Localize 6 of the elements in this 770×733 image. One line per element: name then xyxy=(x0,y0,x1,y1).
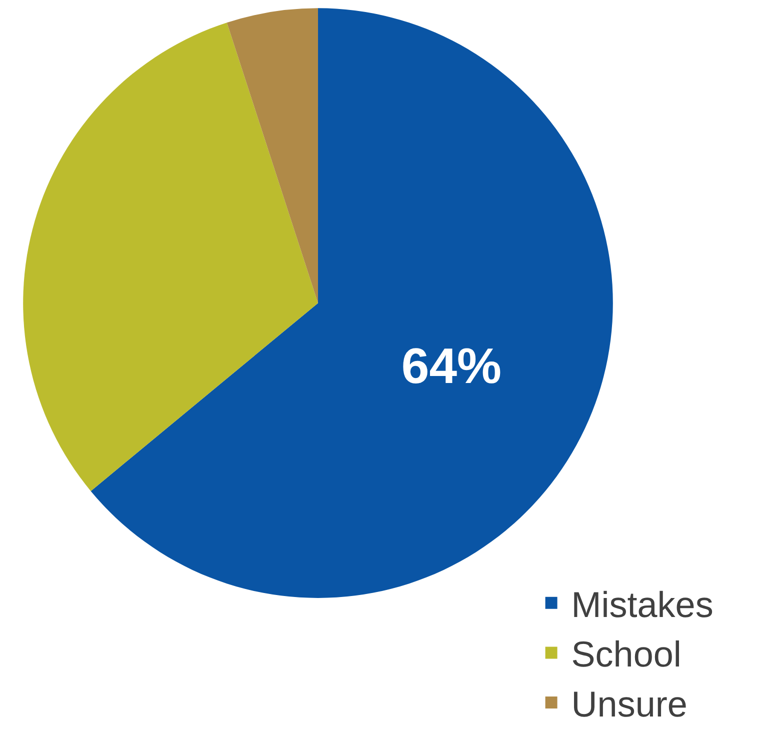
data-label: 64% xyxy=(401,338,502,394)
legend-label: School xyxy=(571,634,682,675)
pie-slice xyxy=(226,8,318,304)
pie-slice xyxy=(23,22,318,492)
legend-label: Unsure xyxy=(571,684,688,725)
legend-label: Mistakes xyxy=(571,584,714,625)
